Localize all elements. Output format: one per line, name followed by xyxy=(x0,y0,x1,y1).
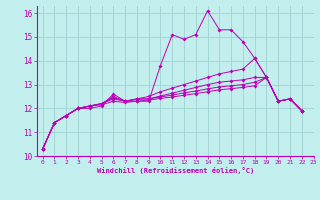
X-axis label: Windchill (Refroidissement éolien,°C): Windchill (Refroidissement éolien,°C) xyxy=(97,167,254,174)
